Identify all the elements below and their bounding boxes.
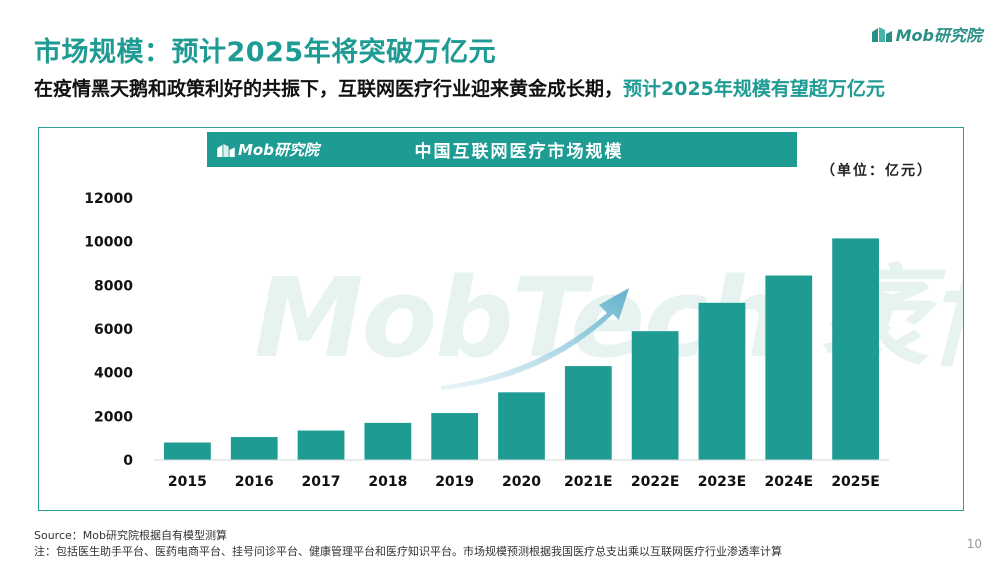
page-subtitle: 在疫情黑天鹅和政策利好的共振下，互联网医疗行业迎来黄金成长期，预计2025年规模… [34, 74, 885, 101]
bar-2023E [698, 302, 746, 460]
brand-logo: Mob研究院 [871, 22, 982, 46]
bar-2021E [564, 366, 612, 460]
bar-2016 [230, 437, 278, 460]
y-tick-label: 2000 [94, 409, 133, 425]
brand-name: Mob研究院 [895, 26, 982, 45]
x-tick-label: 2025E [831, 474, 880, 490]
page-title: 市场规模：预计2025年将突破万亿元 [34, 37, 497, 68]
y-tick-label: 12000 [84, 191, 133, 207]
building-icon [871, 27, 892, 42]
x-tick-label: 2022E [631, 474, 680, 490]
building-icon [217, 143, 235, 157]
chart-plot: 0 2000 4000 6000 8000 10000 12000 2015 2016 2017… [84, 191, 889, 490]
x-tick-label: 2019 [435, 474, 474, 490]
x-tick-label: 2023E [698, 474, 747, 490]
y-tick-label: 0 [123, 453, 133, 469]
page-number: 10 [966, 537, 982, 551]
x-tick-label: 2018 [368, 474, 407, 490]
bar-2018 [364, 422, 412, 460]
bar-2022E [631, 331, 679, 460]
y-tick-label: 8000 [94, 278, 133, 294]
y-tick-label: 4000 [94, 366, 133, 382]
y-tick-label: 10000 [84, 235, 133, 251]
bar-2020 [498, 392, 545, 460]
bar-2015 [164, 442, 211, 460]
chart-header: Mob研究院 中国互联网医疗市场规模 [207, 132, 797, 167]
bar-2019 [431, 413, 479, 460]
chart-unit-label: （单位：亿元） [821, 163, 933, 179]
x-tick-label: 2024E [765, 474, 814, 490]
bar-2024E [765, 275, 813, 460]
footer-source: Source：Mob研究院根据自有模型测算 [34, 529, 227, 542]
subtitle-main: 在疫情黑天鹅和政策利好的共振下，互联网医疗行业迎来黄金成长期， [34, 78, 624, 100]
x-tick-label: 2015 [168, 474, 207, 490]
bar-2025E [832, 238, 879, 460]
x-tick-label: 2016 [235, 474, 274, 490]
footer-note: 注：包括医生助手平台、医药电商平台、挂号问诊平台、健康管理平台和医疗知识平台。市… [34, 545, 782, 558]
x-tick-label: 2021E [564, 474, 613, 490]
y-tick-label: 6000 [94, 322, 133, 338]
x-tick-label: 2020 [502, 474, 541, 490]
bar-2017 [297, 430, 345, 460]
x-tick-label: 2017 [302, 474, 341, 490]
chart-title: 中国互联网医疗市场规模 [414, 142, 624, 162]
chart-header-brand: Mob研究院 [238, 141, 319, 159]
chart-header-logo: Mob研究院 [207, 132, 331, 167]
subtitle-highlight: 预计2025年规模有望超万亿元 [623, 78, 885, 100]
